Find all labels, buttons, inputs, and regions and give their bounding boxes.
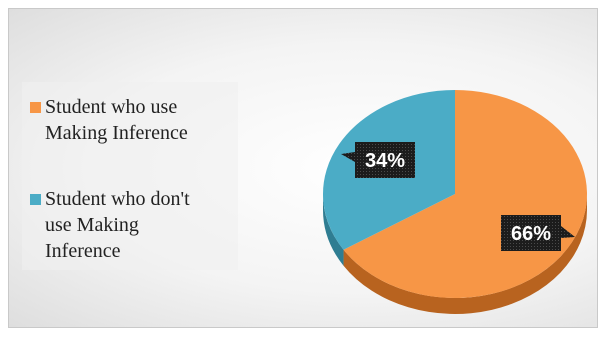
legend: Student who use Making Inference Student… bbox=[22, 82, 238, 270]
data-label-use: 66% bbox=[501, 215, 575, 251]
legend-label-dont-use: Student who don't use Making Inference bbox=[45, 188, 190, 262]
legend-label-use: Student who use Making Inference bbox=[45, 96, 188, 144]
legend-entry-dont-use: Student who don't use Making Inference bbox=[30, 186, 215, 264]
legend-swatch-dont-use bbox=[30, 194, 41, 205]
legend-entry-use: Student who use Making Inference bbox=[30, 94, 225, 146]
pie-side-use bbox=[343, 194, 587, 315]
pie-side-dont-use bbox=[323, 194, 344, 266]
data-label-text-use: 66% bbox=[511, 223, 551, 245]
legend-swatch-use bbox=[30, 102, 41, 113]
data-label-dont-use: 34% bbox=[341, 142, 415, 178]
data-label-text-dont-use: 34% bbox=[365, 150, 405, 172]
